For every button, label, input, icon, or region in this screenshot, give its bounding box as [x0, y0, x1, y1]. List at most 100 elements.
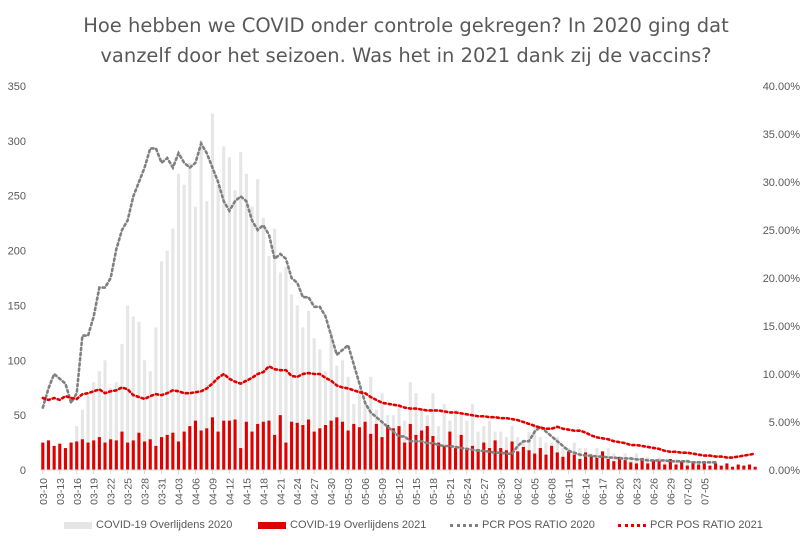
- bar-deaths-2021: [386, 425, 390, 470]
- bar-deaths-2021: [346, 430, 350, 470]
- bar-deaths-2021: [691, 462, 695, 470]
- x-tick-label: 05-30: [496, 478, 508, 505]
- bar-deaths-2021: [408, 423, 412, 470]
- x-tick-label: 06-05: [530, 478, 542, 505]
- bar-deaths-2021: [459, 434, 463, 470]
- bar-deaths-2021: [380, 437, 384, 470]
- bar-deaths-2021: [470, 445, 475, 470]
- bar-deaths-2020: [92, 382, 96, 470]
- legend-item-pcr-2021: PCR POS RATIO 2021: [618, 519, 763, 531]
- line-pcr-2020: [41, 140, 717, 464]
- bar-deaths-2021: [646, 463, 650, 470]
- x-tick-label: 03-10: [38, 478, 50, 505]
- legend-swatch-deaths-2020: [64, 521, 92, 529]
- bar-deaths-2021: [595, 457, 599, 470]
- series-line-2020: [41, 140, 717, 464]
- bar-deaths-2021: [284, 442, 288, 470]
- bar-deaths-2021: [256, 423, 260, 470]
- bar-deaths-2021: [46, 440, 51, 470]
- bar-deaths-2021: [318, 428, 322, 470]
- bar-deaths-2021: [250, 431, 254, 470]
- bar-deaths-2021: [306, 419, 311, 470]
- bar-deaths-2020: [165, 250, 169, 470]
- bar-deaths-2021: [227, 420, 231, 470]
- x-tick-label: 05-15: [411, 478, 423, 505]
- legend-label-deaths-2020: COVID-19 Overlijdens 2020: [96, 519, 233, 531]
- line-pcr-2021: [41, 364, 757, 459]
- bar-deaths-2021: [335, 417, 339, 470]
- x-tick-label: 06-26: [648, 478, 660, 505]
- x-tick-label: 07-02: [682, 478, 694, 505]
- bar-deaths-2021: [205, 428, 209, 470]
- x-tick-label: 04-03: [174, 478, 186, 505]
- bar-deaths-2021: [668, 459, 672, 470]
- bar-deaths-2021: [329, 420, 333, 470]
- x-tick-label: 06-20: [614, 478, 626, 505]
- bar-deaths-2021: [176, 441, 181, 470]
- x-tick-label: 03-31: [157, 478, 169, 505]
- bar-deaths-2020: [250, 206, 254, 470]
- bar-deaths-2021: [69, 442, 73, 470]
- bar-deaths-2021: [352, 423, 356, 470]
- bar-deaths-2020: [273, 228, 277, 470]
- bar-deaths-2021: [278, 415, 282, 470]
- bar-deaths-2020: [323, 371, 328, 470]
- left-tick-label: 200: [8, 246, 26, 258]
- bar-deaths-2021: [431, 435, 435, 470]
- bar-deaths-2021: [612, 461, 616, 470]
- bar-deaths-2020: [312, 338, 316, 470]
- bar-deaths-2020: [685, 459, 689, 470]
- bar-deaths-2020: [340, 360, 345, 470]
- bar-deaths-2020: [284, 267, 288, 470]
- bar-deaths-2020: [453, 409, 458, 470]
- bar-deaths-2021: [239, 448, 243, 470]
- x-tick-label: 03-13: [55, 478, 67, 505]
- bar-deaths-2021: [52, 445, 56, 470]
- bar-deaths-2020: [222, 146, 226, 470]
- x-tick-label: 06-02: [513, 478, 525, 505]
- right-axis-ticks: 0.00% 5.00% 10.00% 15.00% 20.00% 25.00% 30.00%…: [763, 81, 801, 477]
- bar-deaths-2020: [295, 305, 299, 470]
- legend-label-deaths-2021: COVID-19 Overlijdens 2021: [290, 519, 427, 531]
- bar-deaths-2020: [131, 316, 135, 470]
- bar-deaths-2020: [267, 256, 271, 470]
- left-axis-ticks: 0 50 100 150 200 250 300 350: [8, 81, 26, 477]
- x-tick-label: 06-14: [581, 478, 593, 505]
- bar-deaths-2021: [267, 420, 271, 470]
- left-tick-label: 300: [8, 136, 26, 148]
- legend-swatch-pcr-2021: [618, 523, 646, 527]
- left-tick-label: 100: [8, 355, 26, 367]
- bar-deaths-2020: [239, 151, 243, 470]
- bar-deaths-2020: [154, 327, 158, 470]
- bar-deaths-2021: [233, 419, 237, 470]
- bar-deaths-2021: [685, 465, 689, 470]
- bar-deaths-2021: [708, 465, 712, 470]
- bar-deaths-2020: [487, 420, 492, 470]
- bar-deaths-2020: [369, 376, 373, 470]
- bar-deaths-2021: [725, 463, 729, 470]
- series-line-2021: [41, 364, 757, 459]
- bar-deaths-2021: [148, 439, 152, 470]
- left-tick-label: 350: [8, 81, 26, 93]
- right-tick-label: 15.00%: [763, 321, 801, 333]
- x-tick-label: 05-09: [377, 478, 389, 505]
- bar-deaths-2020: [205, 201, 209, 470]
- bar-deaths-2021: [550, 445, 554, 470]
- bar-deaths-2021: [131, 440, 135, 470]
- bar-deaths-2021: [476, 449, 480, 470]
- bar-deaths-2021: [589, 455, 593, 470]
- left-tick-label: 150: [8, 300, 26, 312]
- bar-deaths-2021: [499, 448, 503, 470]
- bar-deaths-2020: [290, 294, 294, 470]
- left-tick-label: 0: [20, 465, 26, 477]
- legend-item-pcr-2020: PCR POS RATIO 2020: [450, 519, 595, 531]
- x-tick-label: 05-24: [462, 478, 474, 505]
- bar-deaths-2021: [680, 461, 684, 470]
- bar-deaths-2021: [312, 431, 316, 470]
- bar-deaths-2021: [97, 437, 101, 470]
- x-tick-label: 03-25: [123, 478, 135, 505]
- bar-deaths-2020: [176, 173, 181, 470]
- bar-deaths-2021: [210, 417, 214, 470]
- legend-item-deaths-2020: COVID-19 Overlijdens 2020: [64, 519, 232, 531]
